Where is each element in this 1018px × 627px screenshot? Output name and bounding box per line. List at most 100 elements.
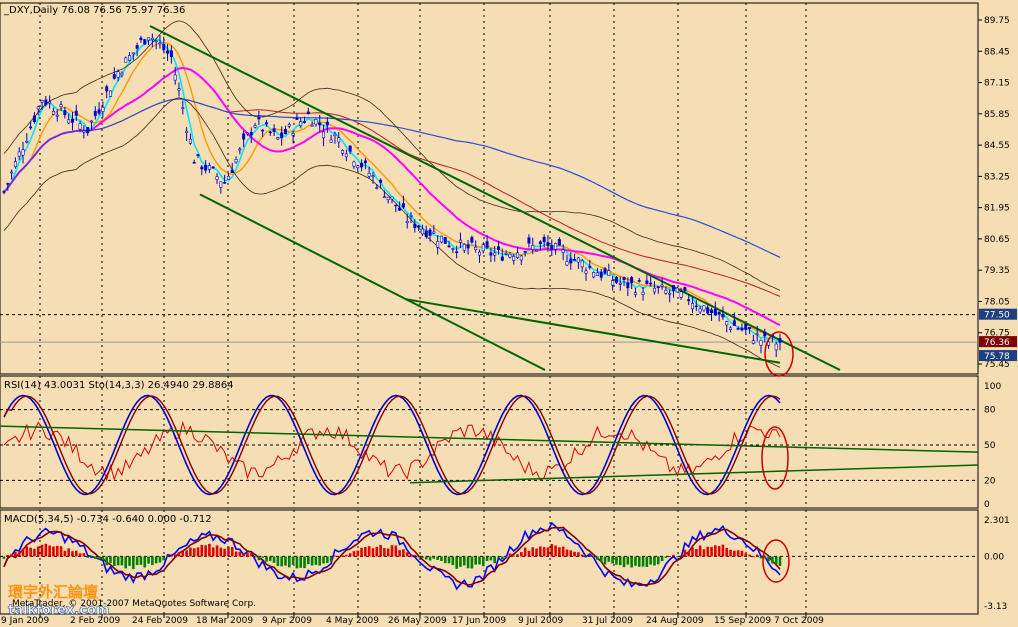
macd-histogram-bar (702, 549, 706, 557)
macd-histogram-bar (546, 547, 550, 557)
ma-blue-line (3, 98, 781, 258)
macd-histogram-bar (687, 551, 691, 557)
macd-histogram-bar (310, 556, 314, 566)
candle-body (436, 241, 440, 248)
candle-body (561, 249, 565, 253)
macd-histogram-bar (44, 543, 48, 557)
candle-body (512, 256, 516, 261)
candle-body (150, 37, 154, 40)
macd-histogram-bar (238, 551, 242, 557)
candle-body (485, 241, 489, 248)
price-tick-label: 89.75 (984, 16, 1010, 26)
candle-body (584, 270, 588, 274)
macd-histogram-bar (778, 556, 782, 566)
candle-body (287, 124, 291, 127)
macd-histogram-bar (253, 556, 257, 558)
price-panel[interactable] (0, 2, 979, 375)
price-tick-label: 88.45 (984, 47, 1010, 57)
candle-body (253, 125, 257, 128)
macd-histogram-bar (265, 556, 268, 562)
macd-histogram-bar (527, 550, 531, 557)
rsi-tick-label: 100 (984, 382, 1001, 392)
macd-histogram-bar (322, 556, 325, 564)
candle-body (55, 114, 59, 117)
macd-histogram-bar (14, 551, 17, 557)
macd-histogram-bar (242, 554, 245, 557)
macd-histogram-bar (90, 556, 93, 559)
candle-body (706, 307, 710, 314)
macd-histogram-bar (74, 550, 78, 557)
candle-body (580, 260, 584, 268)
candle-body (500, 256, 504, 261)
macd-histogram-bar (592, 556, 595, 558)
candle-body (398, 207, 402, 211)
candle-body (702, 305, 706, 311)
price-tick-label: 80.65 (984, 235, 1010, 245)
candle-body (325, 121, 329, 126)
candle-body (614, 277, 618, 283)
macd-histogram-bar (307, 556, 310, 565)
price-tick-label: 85.85 (984, 110, 1010, 120)
date-tick-label: 31 Jul 2009 (582, 616, 633, 626)
macd-histogram-bar (78, 553, 82, 557)
macd-histogram-bar (485, 556, 489, 561)
candle-body (112, 74, 116, 79)
macd-histogram-bar (508, 553, 512, 557)
macd-histogram-bar (520, 552, 523, 557)
candle-body (204, 164, 208, 171)
macd-signal-line (3, 526, 781, 586)
macd-histogram-bar (641, 556, 645, 567)
candle-body (29, 126, 33, 129)
macd-panel[interactable] (0, 509, 979, 615)
macd-histogram-bar (318, 556, 322, 566)
macd-histogram-bar (402, 549, 405, 557)
macd-histogram-bar (660, 556, 664, 562)
candle-body (188, 138, 192, 144)
macd-histogram-bar (177, 552, 181, 557)
candle-body (546, 242, 550, 246)
candle-body (607, 270, 611, 276)
stoch-main-line (3, 394, 781, 496)
candle-body (595, 272, 599, 276)
macd-histogram-bar (443, 556, 447, 564)
price-tick-label: 81.95 (984, 204, 1010, 214)
candle-body (755, 333, 759, 336)
band-upper-line (3, 20, 781, 291)
date-tick-label: 24 Aug 2009 (646, 616, 704, 626)
macd-histogram-bar (554, 545, 557, 557)
candle-body (177, 88, 181, 91)
macd-histogram-bar (71, 551, 74, 557)
macd-histogram-bar (725, 547, 729, 557)
annotation-circle-macd (762, 539, 790, 583)
rsi-panel[interactable] (0, 375, 979, 509)
channel-upper-line (149, 25, 841, 371)
candle-body (70, 118, 74, 123)
price-tag (979, 308, 1017, 320)
macd-histogram-bar (151, 556, 154, 566)
candle-body (230, 169, 234, 174)
macd-histogram-bar (379, 544, 382, 557)
macd-histogram-bar (268, 556, 272, 561)
macd-histogram-bar (695, 549, 698, 557)
candle-body (242, 133, 246, 140)
candle-body (120, 72, 124, 76)
macd-histogram-bar (405, 552, 409, 557)
macd-histogram-bar (645, 556, 649, 568)
candle-body (299, 121, 303, 127)
candle-body (139, 37, 143, 41)
macd-histogram-bar (314, 556, 318, 565)
candle-body (310, 124, 314, 127)
macd-histogram-bar (752, 556, 755, 558)
candle-body (6, 183, 10, 185)
candle-body (352, 161, 356, 167)
date-tick-label: 24 Feb 2009 (132, 616, 188, 626)
macd-histogram-bar (706, 546, 710, 557)
macd-histogram-bar (649, 556, 652, 565)
macd-histogram-bar (774, 556, 778, 565)
candle-body (333, 133, 337, 137)
rsi-indicator-label: RSI(14) 43.0031 Sto(14,3,3) 26.4940 29.8… (4, 380, 234, 391)
candle-body (109, 90, 113, 97)
macd-histogram-bar (162, 556, 166, 561)
macd-histogram-bar (21, 548, 25, 557)
